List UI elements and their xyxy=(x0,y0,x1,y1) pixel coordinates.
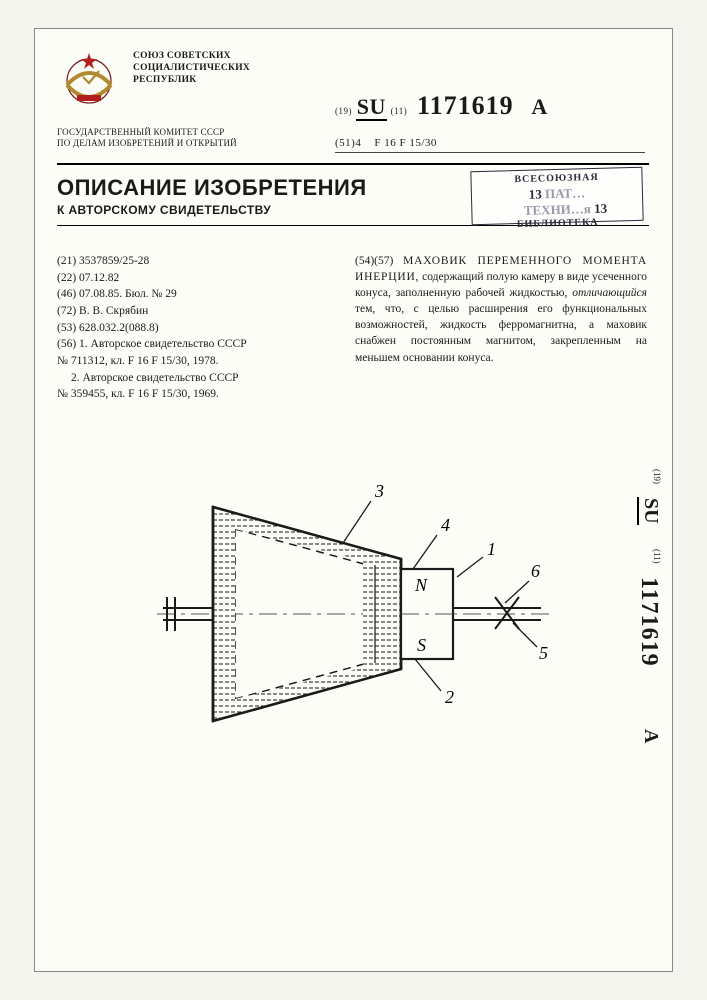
patent-number: 1171619 xyxy=(417,91,514,120)
abstract-emphasis: отличающийся xyxy=(572,287,647,299)
committee-block: ГОСУДАРСТВЕННЫЙ КОМИТЕТ СССР ПО ДЕЛАМ ИЗ… xyxy=(57,127,257,150)
stamp-line: 13 ПАТ… 13 ТЕХНИ…я 13 xyxy=(472,183,643,220)
publication-code: (19) SU (11) 1171619 A xyxy=(335,91,548,121)
spine-kind: A xyxy=(639,729,662,743)
page-frame: СОЮЗ СОВЕТСКИХ СОЦИАЛИСТИЧЕСКИХ РЕСПУБЛИ… xyxy=(34,28,673,972)
bib-field-56: 2. Авторское свидетельство СССР xyxy=(57,370,337,387)
stamp-num: 13 xyxy=(529,186,542,201)
abstract-body: тем, что, с целью расширения его функцио… xyxy=(355,303,647,363)
bib-field-22: (22) 07.12.82 xyxy=(57,270,337,287)
stamp-num: 13 xyxy=(594,200,607,215)
divider xyxy=(57,163,649,165)
ipc-prefix: (51)4 xyxy=(335,137,361,149)
bib-field-46: (46) 07.08.85. Бюл. № 29 xyxy=(57,286,337,303)
issuer-line: РЕСПУБЛИК xyxy=(133,75,303,87)
fig-label-S: S xyxy=(417,635,426,655)
technical-figure: 3 4 1 2 5 6 N S xyxy=(153,469,553,759)
bib-field-56: № 711312, кл. F 16 F 15/30, 1978. xyxy=(57,353,337,370)
fig-label-1: 1 xyxy=(487,539,496,559)
abstract-column: (54)(57) МАХОВИК ПЕРЕМЕННОГО МОМЕНТА ИНЕ… xyxy=(355,253,647,366)
ussr-emblem-icon xyxy=(57,47,121,111)
library-stamp: ВСЕСОЮЗНАЯ 13 ПАТ… 13 ТЕХНИ…я 13 БИБЛИОТ… xyxy=(470,167,643,225)
country-code: SU xyxy=(356,94,387,121)
stamp-faded: ПАТ xyxy=(545,185,572,201)
issuer-line: СОЮЗ СОВЕТСКИХ xyxy=(133,51,303,63)
issuer-block: СОЮЗ СОВЕТСКИХ СОЦИАЛИСТИЧЕСКИХ РЕСПУБЛИ… xyxy=(133,51,303,87)
spine-cc: SU xyxy=(637,497,662,525)
fig-label-N: N xyxy=(414,575,428,595)
bib-field-21: (21) 3537859/25-28 xyxy=(57,253,337,270)
committee-line: ГОСУДАРСТВЕННЫЙ КОМИТЕТ СССР xyxy=(57,127,257,138)
spine-code: (19) SU (11) 1171619 A xyxy=(648,469,674,889)
ipc-line: (51)4 F 16 F 15/30 xyxy=(335,137,645,153)
fig-label-4: 4 xyxy=(441,515,450,535)
bib-field-56: № 359455, кл. F 16 F 15/30, 1969. xyxy=(57,386,337,403)
kind-code: A xyxy=(531,94,547,119)
fig-label-5: 5 xyxy=(539,643,548,663)
code-19: (19) xyxy=(335,106,352,116)
stamp-faded: ТЕХНИ xyxy=(524,201,571,217)
document-title: ОПИСАНИЕ ИЗОБРЕТЕНИЯ xyxy=(57,175,367,201)
spine-num: 1171619 xyxy=(635,577,662,667)
document-subtitle: К АВТОРСКОМУ СВИДЕТЕЛЬСТВУ xyxy=(57,203,271,217)
committee-line: ПО ДЕЛАМ ИЗОБРЕТЕНИЙ И ОТКРЫТИЙ xyxy=(57,138,257,149)
fig-label-3: 3 xyxy=(374,481,384,501)
spine-11: (11) xyxy=(652,549,662,564)
issuer-line: СОЦИАЛИСТИЧЕСКИХ xyxy=(133,63,303,75)
spine-19: (19) xyxy=(652,469,662,484)
bib-field-72: (72) В. В. Скрябин xyxy=(57,303,337,320)
bib-field-53: (53) 628.032.2(088.8) xyxy=(57,320,337,337)
bibliographic-column: (21) 3537859/25-28 (22) 07.12.82 (46) 07… xyxy=(57,253,337,403)
abstract-code: (54)(57) xyxy=(355,255,393,267)
fig-label-6: 6 xyxy=(531,561,540,581)
bib-field-56: (56) 1. Авторское свидетельство СССР xyxy=(57,336,337,353)
fig-label-2: 2 xyxy=(445,687,454,707)
ipc-class: F 16 F 15/30 xyxy=(374,137,437,149)
code-11: (11) xyxy=(391,106,408,116)
